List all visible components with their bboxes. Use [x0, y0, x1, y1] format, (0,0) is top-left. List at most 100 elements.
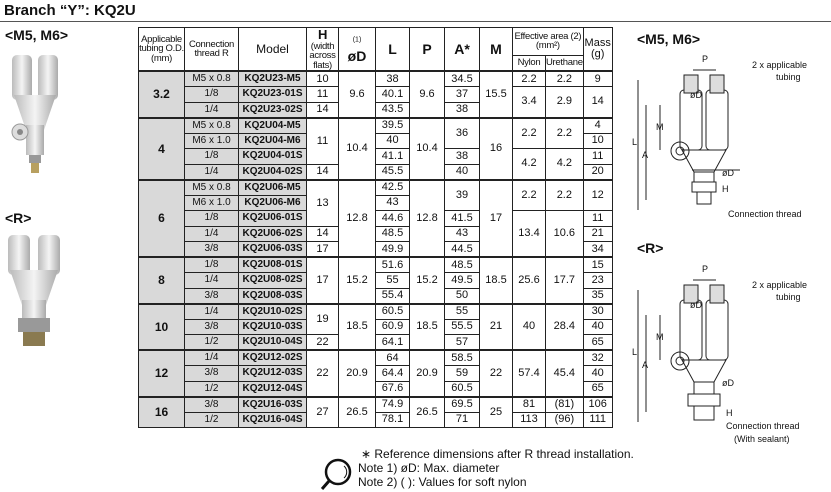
cell-thread: M5 x 0.8: [184, 70, 239, 87]
cell-thread: 3/8: [184, 365, 239, 382]
cell-d: 10.4: [338, 116, 376, 180]
cell-urethane: 28.4: [545, 302, 584, 351]
cell-h: 19: [306, 302, 339, 335]
cell-model: KQ2U23-02S: [238, 101, 307, 118]
cell-a: 55.5: [444, 318, 480, 335]
cell-mass: 9: [582, 70, 613, 87]
dim-conn: Connection thread: [728, 209, 802, 219]
dim-d2-r: øD: [722, 378, 734, 388]
cell-model: KQ2U06-03S: [238, 241, 307, 258]
cell-l: 40: [375, 132, 410, 149]
dim-l-r: L: [632, 347, 637, 357]
dim-a: A: [642, 150, 648, 160]
header-h: H (width across flats): [306, 27, 339, 72]
cell-model: KQ2U23-M5: [238, 70, 307, 87]
cell-a: 39: [444, 178, 480, 211]
cell-h: 14: [306, 101, 339, 118]
cell-h: 22: [306, 334, 339, 351]
cell-urethane: 45.4: [545, 349, 584, 397]
cell-mass: 65: [582, 380, 613, 397]
cell-l: 51.6: [375, 256, 410, 273]
table-row: 1/8 KQ2U23-01S 11 40.1 37 3.4 2.9 14: [139, 86, 613, 118]
cell-model: KQ2U06-02S: [238, 225, 307, 242]
cell-l: 78.1: [375, 411, 410, 428]
cell-a: 60.5: [444, 380, 480, 397]
diagram-m5m6: P øD 2 x applicable tubing M A L øD H Co…: [632, 54, 807, 219]
cell-a: 49.5: [444, 272, 480, 289]
magnifier-icon: [320, 458, 352, 490]
cell-mass: 11: [582, 210, 613, 227]
cell-model: KQ2U04-01S: [238, 148, 307, 165]
cell-urethane: 2.2: [545, 178, 584, 211]
cell-p: 9.6: [409, 70, 445, 118]
table-row: 1/4 KQ2U04-02S 14 45.5 40 20: [139, 163, 613, 180]
cell-thread: 1/4: [184, 272, 239, 289]
dim-d-r: øD: [690, 300, 702, 310]
cell-mass: 35: [582, 287, 613, 304]
cell-model: KQ2U06-M5: [238, 178, 307, 196]
cell-m: 17: [479, 178, 513, 258]
cell-mass: 34: [582, 241, 613, 258]
cell-thread: 3/8: [184, 395, 239, 413]
dim-m: M: [656, 122, 664, 132]
cell-model: KQ2U12-04S: [238, 380, 307, 397]
cell-d: 9.6: [338, 70, 376, 118]
table-row: 1/2 KQ2U16-04S 78.1 71 113 (96) 111: [139, 411, 613, 428]
cell-model: KQ2U06-01S: [238, 210, 307, 227]
cell-l: 45.5: [375, 163, 410, 180]
cell-tubing: 4: [138, 116, 185, 180]
cell-nylon: 113: [512, 411, 546, 428]
cell-mass: 30: [582, 302, 613, 320]
cell-thread: M6 x 1.0: [184, 194, 239, 211]
cell-model: KQ2U10-04S: [238, 334, 307, 351]
cell-mass: 10: [582, 132, 613, 149]
dim-d2: øD: [722, 168, 734, 178]
cell-nylon: 81: [512, 395, 546, 413]
header-nylon: Nylon: [512, 54, 546, 72]
cell-m: 22: [479, 349, 513, 397]
table-row: 4 M5 x 0.8 KQ2U04-M5 11 10.4 39.5 10.4 36 16 2.2 2…: [138, 116, 613, 180]
cell-h: 17: [306, 241, 339, 258]
header-model: Model: [238, 27, 307, 72]
cell-mass: 14: [582, 86, 613, 118]
cell-p: 20.9: [409, 349, 445, 397]
cell-thread: 1/8: [184, 210, 239, 227]
cell-thread: M5 x 0.8: [184, 178, 239, 196]
cell-h: 13: [306, 178, 339, 227]
cell-nylon: 2.2: [512, 116, 546, 149]
cell-mass: 11: [582, 148, 613, 165]
cell-mass: 4: [582, 116, 613, 134]
dim-sealant: (With sealant): [734, 434, 790, 444]
table-row: 6 M5 x 0.8 KQ2U06-M5 13 12.8 42.5 12.8 39 17 2.2 2…: [138, 178, 613, 258]
cell-l: 55.4: [375, 287, 410, 304]
cell-urethane: 4.2: [545, 148, 584, 180]
cell-model: KQ2U16-04S: [238, 411, 307, 428]
table-row: 12 1/4 KQ2U12-02S 22 20.9 64 20.9 58.5 22 57.4 45.…: [138, 349, 613, 397]
note-reference: ∗ Reference dimensions after R thread in…: [361, 447, 634, 461]
table-row: 3/8 KQ2U06-03S 17 49.9 44.5 34: [139, 241, 613, 258]
cell-model: KQ2U08-03S: [238, 287, 307, 304]
cell-h: 14: [306, 225, 339, 242]
cell-model: KQ2U08-01S: [238, 256, 307, 273]
cell-a: 38: [444, 148, 480, 165]
cell-d: 18.5: [338, 302, 376, 351]
header-d-label: øD: [347, 48, 367, 64]
cell-l: 55: [375, 272, 410, 289]
cell-tubing: 8: [138, 256, 185, 304]
table-row: 10 1/4 KQ2U10-02S 19 18.5 60.5 18.5 55 21 40 28.4 3…: [138, 302, 613, 351]
cell-model: KQ2U10-03S: [238, 318, 307, 335]
cell-mass: 12: [582, 178, 613, 211]
table-row: 3/8 KQ2U08-03S 55.4 50 35: [139, 287, 613, 304]
cell-a: 40: [444, 163, 480, 180]
cell-l: 67.6: [375, 380, 410, 397]
cell-a: 59: [444, 365, 480, 382]
cell-a: 71: [444, 411, 480, 428]
cell-a: 69.5: [444, 395, 480, 413]
header-l: L: [375, 27, 410, 72]
cell-h: 11: [306, 116, 339, 165]
cell-model: KQ2U06-M6: [238, 194, 307, 211]
cell-h: 22: [306, 349, 339, 397]
cell-tubing: 16: [138, 395, 185, 428]
cell-nylon: 25.6: [512, 256, 546, 304]
cell-h: 14: [306, 163, 339, 180]
